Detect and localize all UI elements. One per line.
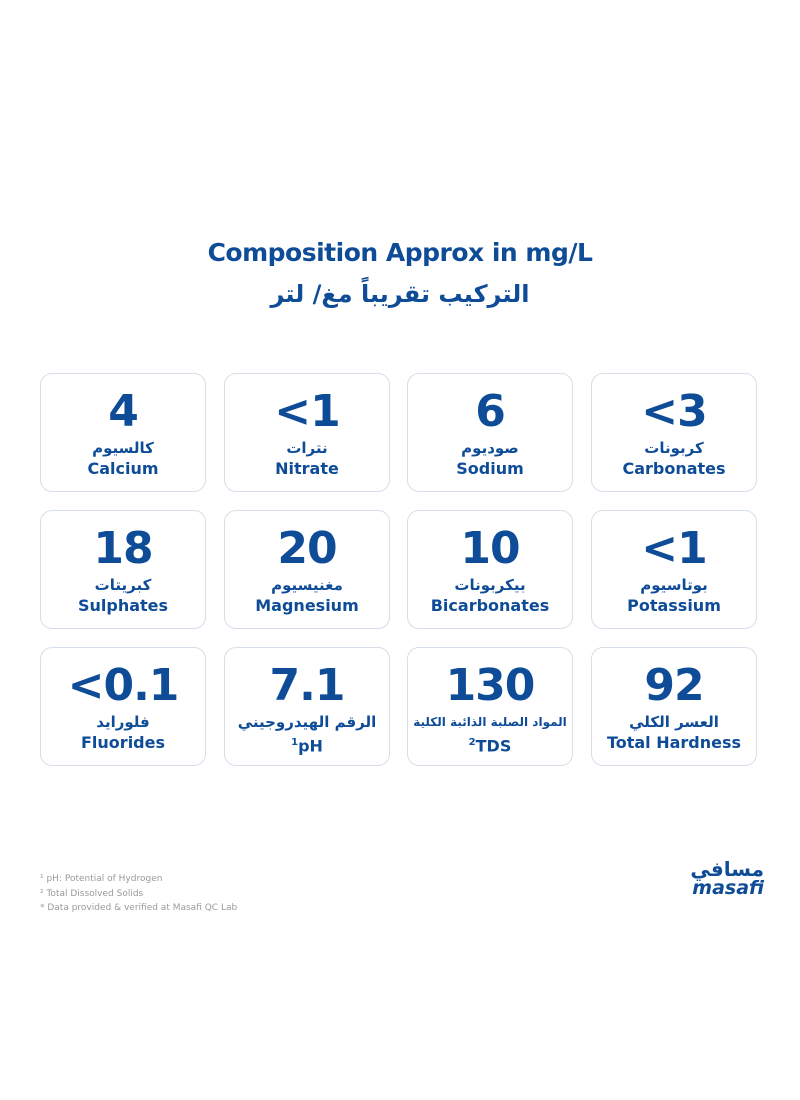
composition-card: 6 صوديوم Sodium <box>407 373 573 492</box>
card-english-label: Nitrate <box>225 458 389 480</box>
card-english-text: Potassium <box>627 596 721 615</box>
card-value: 6 <box>475 386 506 437</box>
composition-card: <3 كربونات Carbonates <box>591 373 757 492</box>
card-english-text: Sulphates <box>77 596 169 615</box>
footnote-data: * Data provided & verified at Masafi QC … <box>40 903 238 913</box>
card-arabic-label: العسر الكلي <box>629 713 719 731</box>
card-english-text: Carbonates <box>622 459 726 478</box>
card-arabic-label: نترات <box>286 439 328 457</box>
card-value: <3 <box>641 386 707 437</box>
card-english-text: Bicarbonates <box>430 596 550 615</box>
footnotes: ¹ pH: Potential of Hydrogen ² Total Diss… <box>40 872 237 916</box>
masafi-logo: مسافي masafi <box>672 858 764 898</box>
card-english-text: TDS <box>475 736 512 756</box>
card-arabic-label: بوتاسيوم <box>640 576 708 594</box>
footnote-marker: 2 <box>468 737 476 748</box>
card-english-label: Carbonates <box>592 458 756 480</box>
card-arabic-label: فلورايد <box>96 713 150 731</box>
card-arabic-label: الرقم الهيدروجيني <box>237 713 377 731</box>
card-english-text: Magnesium <box>255 596 359 615</box>
composition-card: 4 كالسيوم Calcium <box>40 373 206 492</box>
footnote-tds: ² Total Dissolved Solids <box>40 888 144 899</box>
composition-card: 7.1 الرقم الهيدروجيني 1pH <box>224 647 390 766</box>
card-arabic-label: كبريتات <box>94 576 152 594</box>
card-english-text: Calcium <box>87 459 159 478</box>
card-value: 10 <box>460 523 520 574</box>
card-english-label: Total Hardness <box>592 732 756 754</box>
card-value: 4 <box>108 386 139 437</box>
card-value: <0.1 <box>67 660 180 711</box>
card-english-text: Fluorides <box>81 733 165 752</box>
card-value: <1 <box>641 523 707 574</box>
composition-card: 18 كبريتات Sulphates <box>40 510 206 629</box>
title-english: Composition Approx in mg/L <box>207 238 593 267</box>
composition-card: <0.1 فلورايد Fluorides <box>40 647 206 766</box>
card-english-text: Sodium <box>456 459 524 478</box>
card-english-label: Bicarbonates <box>408 595 572 617</box>
footnote-ph: ¹ pH: Potential of Hydrogen <box>40 874 163 884</box>
card-english-label: Sulphates <box>41 595 205 617</box>
title-arabic: التركيب تقريباً مغ/ لتر <box>270 280 530 308</box>
card-value: 92 <box>644 660 704 711</box>
card-english-label: Fluorides <box>41 732 205 754</box>
card-arabic-label: بيكربونات <box>454 576 526 594</box>
card-english-label: 2TDS <box>408 732 572 757</box>
card-english-text: Total Hardness <box>606 733 742 752</box>
card-value: 20 <box>277 523 337 574</box>
card-english-label: Potassium <box>592 595 756 617</box>
composition-card: <1 بوتاسيوم Potassium <box>591 510 757 629</box>
logo-english: masafi <box>692 877 764 899</box>
card-arabic-label: صوديوم <box>461 439 519 457</box>
logo-arabic: مسافي <box>690 857 764 881</box>
card-arabic-label: مغنيسيوم <box>271 576 343 594</box>
card-english-text: pH <box>298 736 323 756</box>
card-english-label: Magnesium <box>225 595 389 617</box>
card-value: 7.1 <box>269 660 346 711</box>
card-arabic-label: كالسيوم <box>92 439 154 457</box>
composition-card: 20 مغنيسيوم Magnesium <box>224 510 390 629</box>
card-value: 130 <box>445 660 536 711</box>
card-english-label: 1pH <box>225 732 389 757</box>
footnote-marker: 1 <box>291 737 299 748</box>
card-arabic-label: كربونات <box>644 439 704 457</box>
card-english-label: Sodium <box>408 458 572 480</box>
card-english-text: Nitrate <box>275 459 339 478</box>
composition-card: 10 بيكربونات Bicarbonates <box>407 510 573 629</box>
composition-card: 130 المواد الصلبة الذائبة الكلية 2TDS <box>407 647 573 766</box>
card-value: 18 <box>93 523 153 574</box>
card-arabic-label: المواد الصلبة الذائبة الكلية <box>413 715 567 729</box>
card-value: <1 <box>274 386 340 437</box>
card-english-label: Calcium <box>41 458 205 480</box>
composition-card: <1 نترات Nitrate <box>224 373 390 492</box>
composition-card: 92 العسر الكلي Total Hardness <box>591 647 757 766</box>
